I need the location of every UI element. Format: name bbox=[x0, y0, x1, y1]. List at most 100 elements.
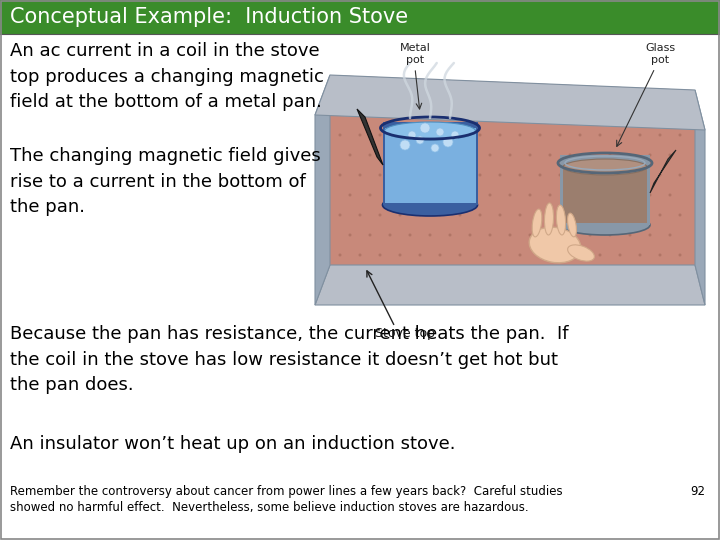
Circle shape bbox=[438, 253, 441, 256]
Circle shape bbox=[432, 145, 438, 151]
Circle shape bbox=[418, 173, 421, 177]
Circle shape bbox=[569, 113, 572, 117]
Ellipse shape bbox=[532, 209, 542, 237]
Circle shape bbox=[421, 124, 429, 132]
Circle shape bbox=[359, 133, 361, 137]
Circle shape bbox=[359, 213, 361, 217]
Polygon shape bbox=[357, 109, 383, 165]
Circle shape bbox=[668, 153, 672, 157]
Circle shape bbox=[559, 173, 562, 177]
Bar bbox=[560, 155, 650, 225]
Circle shape bbox=[438, 133, 441, 137]
Ellipse shape bbox=[557, 205, 566, 235]
Ellipse shape bbox=[529, 227, 581, 263]
Circle shape bbox=[428, 193, 431, 197]
Text: Remember the controversy about cancer from power lines a few years back?  Carefu: Remember the controversy about cancer fr… bbox=[10, 485, 562, 515]
Circle shape bbox=[428, 233, 431, 237]
Circle shape bbox=[338, 213, 341, 217]
Text: Metal
pot: Metal pot bbox=[400, 43, 431, 65]
Circle shape bbox=[488, 233, 492, 237]
Circle shape bbox=[639, 213, 642, 217]
Circle shape bbox=[608, 113, 611, 117]
Polygon shape bbox=[330, 75, 695, 285]
Polygon shape bbox=[315, 75, 330, 305]
Circle shape bbox=[469, 193, 472, 197]
Circle shape bbox=[588, 153, 592, 157]
Circle shape bbox=[539, 133, 541, 137]
Circle shape bbox=[408, 131, 416, 139]
Polygon shape bbox=[315, 75, 705, 130]
Circle shape bbox=[498, 253, 502, 256]
Circle shape bbox=[398, 173, 402, 177]
Circle shape bbox=[389, 153, 392, 157]
Circle shape bbox=[348, 233, 351, 237]
Circle shape bbox=[608, 233, 611, 237]
Circle shape bbox=[417, 137, 423, 143]
Circle shape bbox=[369, 153, 372, 157]
Text: The changing magnetic field gives
rise to a current in the bottom of
the pan.: The changing magnetic field gives rise t… bbox=[10, 147, 320, 217]
Circle shape bbox=[459, 133, 462, 137]
Circle shape bbox=[449, 193, 451, 197]
Circle shape bbox=[618, 253, 621, 256]
Circle shape bbox=[479, 213, 482, 217]
Circle shape bbox=[649, 153, 652, 157]
Circle shape bbox=[668, 233, 672, 237]
Circle shape bbox=[549, 233, 552, 237]
Circle shape bbox=[588, 193, 592, 197]
Circle shape bbox=[569, 233, 572, 237]
Circle shape bbox=[379, 133, 382, 137]
Circle shape bbox=[539, 253, 541, 256]
Polygon shape bbox=[695, 90, 705, 305]
Circle shape bbox=[348, 193, 351, 197]
Circle shape bbox=[549, 153, 552, 157]
Circle shape bbox=[528, 193, 531, 197]
Circle shape bbox=[639, 173, 642, 177]
Circle shape bbox=[488, 113, 492, 117]
Circle shape bbox=[518, 133, 521, 137]
Circle shape bbox=[629, 113, 631, 117]
Circle shape bbox=[418, 253, 421, 256]
Circle shape bbox=[618, 173, 621, 177]
Circle shape bbox=[369, 113, 372, 117]
Text: Stove top: Stove top bbox=[375, 327, 435, 340]
Circle shape bbox=[408, 193, 412, 197]
Bar bbox=[0, 0, 720, 34]
Circle shape bbox=[488, 153, 492, 157]
Circle shape bbox=[369, 193, 372, 197]
Circle shape bbox=[488, 193, 492, 197]
Circle shape bbox=[338, 253, 341, 256]
Polygon shape bbox=[650, 150, 676, 193]
Circle shape bbox=[639, 253, 642, 256]
Circle shape bbox=[598, 173, 601, 177]
Circle shape bbox=[578, 213, 582, 217]
Circle shape bbox=[588, 113, 592, 117]
Circle shape bbox=[508, 153, 511, 157]
Circle shape bbox=[559, 253, 562, 256]
Circle shape bbox=[498, 173, 502, 177]
Circle shape bbox=[518, 173, 521, 177]
Circle shape bbox=[649, 113, 652, 117]
Circle shape bbox=[459, 173, 462, 177]
Circle shape bbox=[659, 173, 662, 177]
Circle shape bbox=[389, 233, 392, 237]
Circle shape bbox=[528, 233, 531, 237]
Circle shape bbox=[459, 253, 462, 256]
Circle shape bbox=[539, 173, 541, 177]
Text: 92: 92 bbox=[690, 485, 705, 498]
Text: An insulator won’t heat up on an induction stove.: An insulator won’t heat up on an inducti… bbox=[10, 435, 456, 453]
Circle shape bbox=[418, 133, 421, 137]
Circle shape bbox=[578, 173, 582, 177]
Circle shape bbox=[389, 113, 392, 117]
Text: An ac current in a coil in the stove
top produces a changing magnetic
field at t: An ac current in a coil in the stove top… bbox=[10, 42, 324, 111]
Circle shape bbox=[428, 113, 431, 117]
Circle shape bbox=[369, 233, 372, 237]
Polygon shape bbox=[315, 265, 705, 305]
Circle shape bbox=[498, 213, 502, 217]
Circle shape bbox=[649, 193, 652, 197]
Circle shape bbox=[469, 153, 472, 157]
Ellipse shape bbox=[563, 159, 647, 175]
Circle shape bbox=[469, 233, 472, 237]
Circle shape bbox=[518, 213, 521, 217]
Circle shape bbox=[443, 137, 453, 147]
Circle shape bbox=[578, 253, 582, 256]
